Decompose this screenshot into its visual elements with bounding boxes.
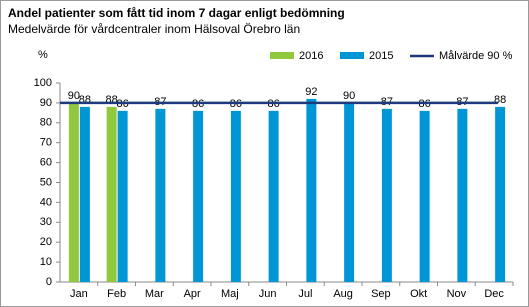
- x-tick-label: Jul: [298, 288, 312, 300]
- bar: [106, 106, 117, 282]
- x-tick-label: Okt: [410, 288, 427, 300]
- x-tick-label: Apr: [184, 288, 201, 300]
- bar: [68, 102, 79, 283]
- y-axis-label: %: [38, 49, 48, 61]
- legend-swatch: [270, 52, 294, 59]
- bar: [79, 106, 90, 282]
- y-tick-label: 90: [40, 97, 52, 109]
- bar: [230, 110, 241, 282]
- x-tick-label: Aug: [333, 288, 353, 300]
- x-tick-label: Nov: [447, 288, 467, 300]
- bar: [268, 110, 279, 282]
- bar: [193, 110, 204, 282]
- y-tick-label: 30: [40, 216, 52, 228]
- y-tick-label: 70: [40, 137, 52, 149]
- x-tick-label: Maj: [221, 288, 239, 300]
- y-tick-label: 60: [40, 157, 52, 169]
- x-tick-label: Feb: [107, 288, 126, 300]
- chart-title: Andel patienter som fått tid inom 7 daga…: [8, 6, 345, 20]
- legend-swatch: [340, 52, 364, 59]
- y-tick-label: 0: [46, 276, 52, 288]
- x-tick-label: Dec: [484, 288, 504, 300]
- legend-label: 2016: [299, 50, 323, 62]
- data-label: 92: [305, 86, 317, 98]
- legend-label: Målvärde 90 %: [439, 50, 513, 62]
- bar: [381, 108, 392, 283]
- x-tick-label: Jun: [259, 288, 277, 300]
- x-tick-label: Jan: [70, 288, 88, 300]
- bar: [306, 98, 317, 282]
- chart-subtitle: Medelvärde för vårdcentraler inom Hälsov…: [8, 22, 300, 36]
- bar: [495, 106, 506, 282]
- y-tick-label: 100: [34, 77, 52, 89]
- bar: [419, 110, 430, 282]
- x-tick-label: Sep: [371, 288, 391, 300]
- bar: [344, 102, 355, 283]
- bar: [457, 108, 468, 283]
- bar: [117, 110, 128, 282]
- legend-label: 2015: [369, 50, 393, 62]
- y-tick-label: 50: [40, 176, 52, 188]
- x-tick-label: Mar: [145, 288, 164, 300]
- y-tick-label: 40: [40, 196, 52, 208]
- y-tick-label: 10: [40, 256, 52, 268]
- y-tick-label: 80: [40, 117, 52, 129]
- data-label: 90: [343, 90, 355, 102]
- data-label: 90: [68, 90, 80, 102]
- bar: [155, 108, 166, 283]
- y-tick-label: 20: [40, 236, 52, 248]
